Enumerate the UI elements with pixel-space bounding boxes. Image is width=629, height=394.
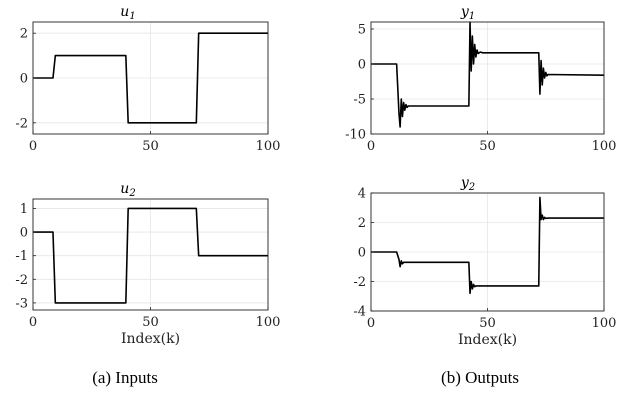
y-tick-label: -5 <box>353 93 366 108</box>
y-tick-label: 0 <box>358 58 366 73</box>
chart-panel-3: 0 50 100 -3 -2 -1 0 1 u2 Index(k) <box>15 181 280 347</box>
x-tick-label: 100 <box>256 315 281 330</box>
y-tick-label: 0 <box>20 226 28 241</box>
y-tick-label: -2 <box>353 275 366 290</box>
x-axis-label: Index(k) <box>458 332 517 348</box>
x-tick-label: 0 <box>29 315 37 330</box>
chart-title-subscript: 2 <box>128 188 135 199</box>
y-tick-label: 2 <box>20 27 28 42</box>
chart-title: u1 <box>120 4 135 22</box>
chart-title-subscript: 1 <box>129 11 135 22</box>
y-tick-label: -4 <box>353 305 366 320</box>
series-line <box>371 21 605 128</box>
x-tick-label: 0 <box>367 316 375 331</box>
x-tick-label: 100 <box>592 316 617 331</box>
chart-title-subscript: 1 <box>469 11 475 22</box>
x-axis-label: Index(k) <box>121 331 180 347</box>
y-tick-label: 1 <box>20 202 28 217</box>
y-tick-label: 5 <box>358 23 366 38</box>
x-tick-label: 100 <box>256 139 281 154</box>
chart-title: u2 <box>120 181 135 199</box>
y-tick-label: -2 <box>15 273 28 288</box>
chart-panel-2: 0 50 100 -10 -5 0 5 y1 <box>345 4 616 154</box>
y-tick-label: 0 <box>358 246 366 261</box>
x-tick-label: 0 <box>29 139 37 154</box>
y-tick-label: -3 <box>15 296 28 311</box>
y-tick-label: 0 <box>20 72 28 87</box>
series-line <box>33 207 268 304</box>
caption-inputs: (a) Inputs <box>92 368 158 387</box>
chart-title: y2 <box>460 175 475 193</box>
x-tick-label: 100 <box>592 139 617 154</box>
y-tick-label: -10 <box>345 128 366 143</box>
x-tick-label: 50 <box>479 316 496 331</box>
x-tick-label: 0 <box>367 139 375 154</box>
x-tick-label: 50 <box>479 139 496 154</box>
series-line <box>371 196 604 295</box>
caption-outputs: (b) Outputs <box>441 368 519 387</box>
chart-title-subscript: 2 <box>468 182 475 193</box>
chart-title: y1 <box>460 4 475 22</box>
x-tick-label: 50 <box>142 139 159 154</box>
chart-panel-4: 0 50 100 -4 -2 0 2 4 y2 Index(k) <box>353 175 616 348</box>
x-tick-label: 50 <box>142 315 159 330</box>
y-tick-label: -1 <box>15 249 28 264</box>
y-tick-label: 4 <box>358 187 366 202</box>
series-line <box>33 32 268 124</box>
y-tick-label: 2 <box>358 216 366 231</box>
y-tick-label: -2 <box>15 116 28 131</box>
